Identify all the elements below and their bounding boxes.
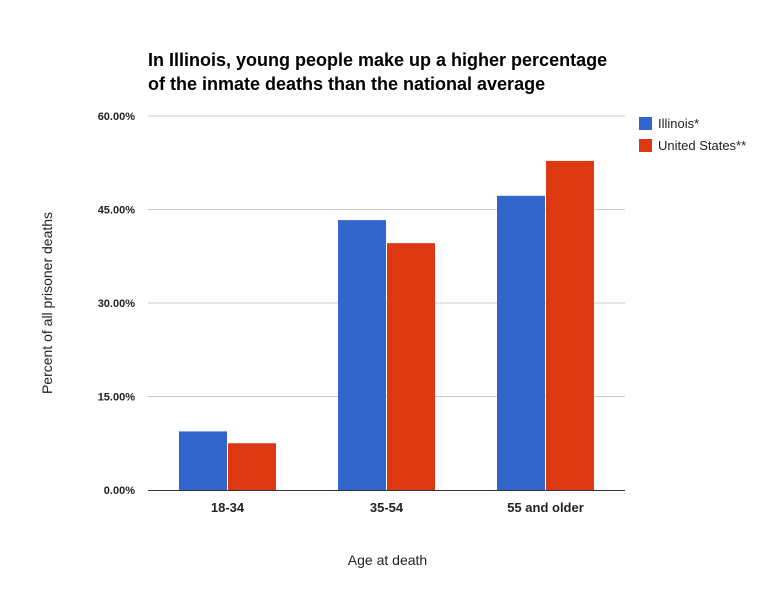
- chart-title-line-2: of the inmate deaths than the national a…: [148, 74, 546, 94]
- bar-united-states-18-34[interactable]: [228, 443, 276, 490]
- x-tick-label: 35-54: [370, 500, 404, 515]
- bar-illinois-55-and-older[interactable]: [497, 195, 545, 490]
- y-axis-label: Percent of all prisoner deaths: [39, 212, 55, 394]
- y-tick-label: 60.00%: [98, 111, 136, 123]
- bar-united-states-55-and-older[interactable]: [546, 160, 594, 490]
- bars: [179, 160, 594, 490]
- y-tick-label: 45.00%: [98, 205, 136, 217]
- legend-swatch-united-states: [639, 138, 652, 152]
- legend-label-united-states: United States**: [658, 137, 747, 153]
- x-tick-label: 55 and older: [507, 500, 584, 515]
- bar-illinois-18-34[interactable]: [179, 431, 227, 490]
- chart-title-line-1: In Illinois, young people make up a high…: [148, 50, 608, 70]
- gridlines: [148, 115, 625, 397]
- y-tick-label: 0.00%: [104, 485, 135, 497]
- x-tick-labels: 18-34 35-54 55 and older: [211, 500, 584, 515]
- y-tick-label: 15.00%: [98, 392, 136, 404]
- bar-illinois-35-54[interactable]: [338, 220, 386, 490]
- y-tick-label: 30.00%: [98, 298, 136, 310]
- legend: Illinois* United States**: [639, 115, 746, 159]
- x-tick-label: 18-34: [211, 500, 245, 515]
- bar-united-states-35-54[interactable]: [387, 243, 435, 490]
- legend-item-united-states[interactable]: United States**: [639, 137, 746, 153]
- chart-title: In Illinois, young people make up a high…: [148, 48, 648, 96]
- y-tick-labels: 0.00% 15.00% 30.00% 45.00% 60.00%: [98, 111, 136, 497]
- legend-label-illinois: Illinois*: [658, 115, 700, 131]
- legend-item-illinois[interactable]: Illinois*: [639, 115, 746, 131]
- x-axis-label: Age at death: [348, 552, 427, 568]
- legend-swatch-illinois: [639, 116, 652, 130]
